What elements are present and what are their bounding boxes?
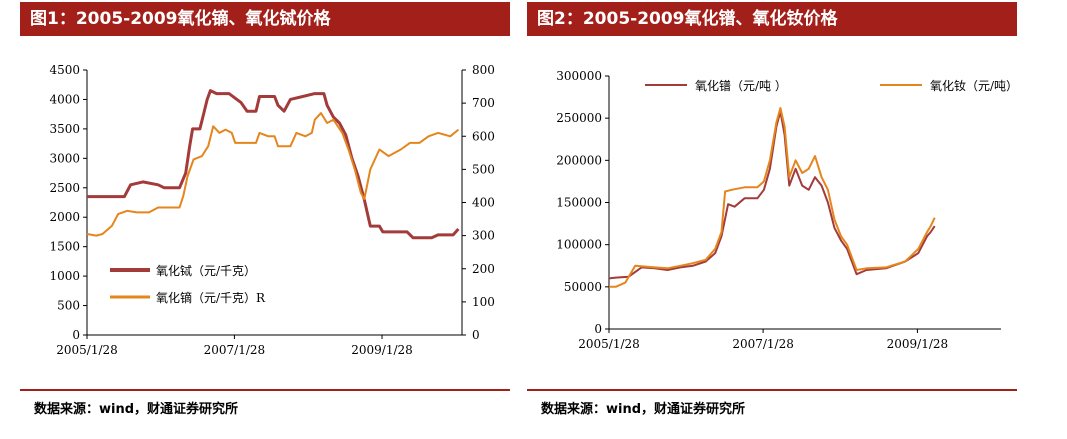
y-tick-label-left: 0	[594, 322, 602, 336]
chart-title-1: 图1：2005-2009氧化镝、氧化铽价格	[20, 2, 510, 36]
legend-label-2: 氧化镝（元/千克）R	[156, 290, 266, 305]
y-tick-label-right: 700	[472, 96, 495, 110]
y-tick-label-left: 3000	[49, 151, 80, 165]
series-line-2	[609, 107, 936, 288]
y-tick-label-right: 600	[472, 129, 495, 143]
y-tick-label-left: 300000	[556, 69, 602, 83]
y-tick-label-left: 1500	[49, 240, 80, 254]
y-tick-label-right: 200	[472, 262, 495, 276]
chart-panel-1: 图1：2005-2009氧化镝、氧化铽价格 0 500 1000 1500 2000 25…	[20, 0, 512, 439]
y-tick-label-left: 150000	[556, 196, 602, 210]
data-source-1: 数据来源：wind，财通证券研究所	[34, 402, 239, 417]
y-tick-label-left: 250000	[556, 111, 602, 125]
y-tick-label-left: 200000	[556, 153, 602, 167]
chart-title-2: 图2：2005-2009氧化镨、氧化钕价格	[527, 2, 1017, 36]
footer-divider-2	[527, 389, 1017, 391]
data-source-2: 数据来源：wind，财通证券研究所	[541, 402, 746, 417]
footer-divider-1	[20, 389, 510, 391]
x-tick-label: 2005/1/28	[578, 337, 640, 351]
y-tick-label-right: 500	[472, 162, 495, 176]
y-tick-label-left: 3500	[49, 122, 80, 136]
y-tick-label-left: 1000	[49, 269, 80, 283]
x-tick-label: 2009/1/28	[351, 343, 413, 357]
y-tick-label-right: 0	[472, 328, 480, 342]
legend-label-1: 氧化铽（元/千克）	[156, 263, 256, 278]
y-tick-label-left: 2500	[49, 181, 80, 195]
legend-label-1: 氧化镨（元/吨 ）	[695, 78, 787, 93]
chart-panel-2: 图2：2005-2009氧化镨、氧化钕价格 0 50000 100000 150000…	[527, 0, 1019, 439]
y-tick-label-left: 4500	[49, 63, 80, 77]
y-tick-label-left: 4000	[49, 92, 80, 106]
series-line-2	[86, 112, 460, 237]
x-tick-label: 2007/1/28	[732, 337, 794, 351]
x-tick-label: 2005/1/28	[56, 343, 118, 357]
y-tick-label-left: 0	[72, 328, 80, 342]
y-tick-label-left: 100000	[556, 238, 602, 252]
x-tick-label: 2009/1/28	[887, 337, 949, 351]
y-tick-label-left: 500	[57, 299, 80, 313]
series-line-1	[608, 110, 936, 280]
price-chart-2: 0 50000 100000 150000 200000 250000 300000 2005…	[556, 69, 1017, 351]
y-tick-label-left: 50000	[564, 280, 602, 294]
y-tick-label-right: 400	[472, 196, 495, 210]
y-tick-label-right: 300	[472, 229, 495, 243]
series-line-1	[87, 89, 460, 240]
x-tick-label: 2007/1/28	[204, 343, 266, 357]
legend-label-2: 氧化钕（元/吨）	[930, 78, 1017, 93]
y-tick-label-right: 100	[472, 295, 495, 309]
y-tick-label-left: 2000	[49, 210, 80, 224]
y-tick-label-right: 800	[472, 63, 495, 77]
price-chart-1: 0 500 1000 1500 2000 2500 3000 3500 4000 4500 0 100…	[49, 63, 495, 357]
